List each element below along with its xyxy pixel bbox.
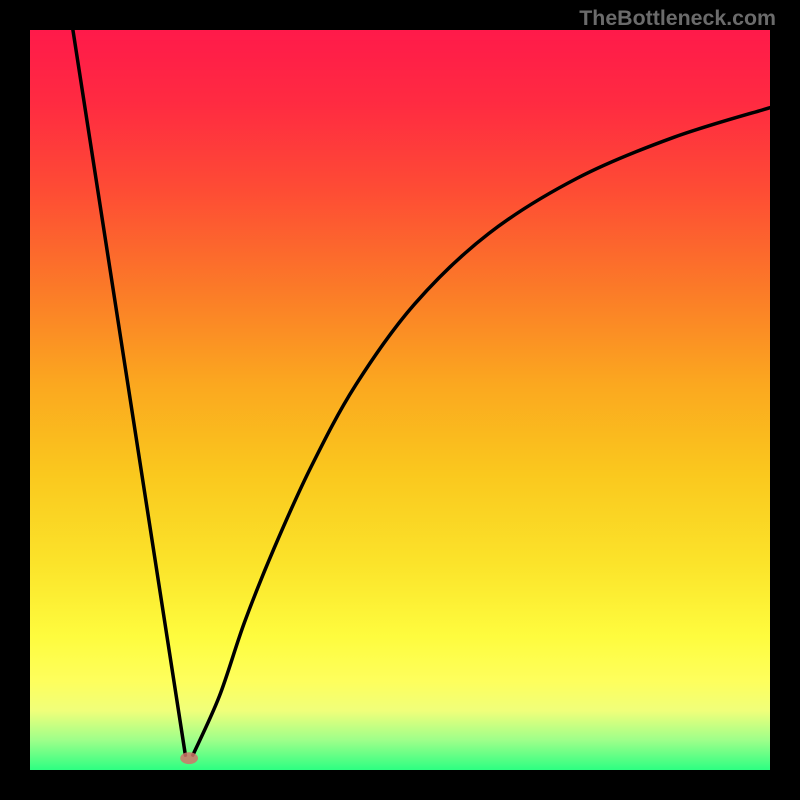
plot-area bbox=[30, 30, 770, 770]
bottleneck-curve bbox=[30, 30, 770, 770]
curve-left-segment bbox=[73, 30, 185, 755]
attribution-text: TheBottleneck.com bbox=[579, 6, 776, 31]
chart-container: TheBottleneck.com bbox=[0, 0, 800, 800]
minimum-marker bbox=[180, 752, 198, 764]
curve-right-segment bbox=[193, 108, 770, 756]
